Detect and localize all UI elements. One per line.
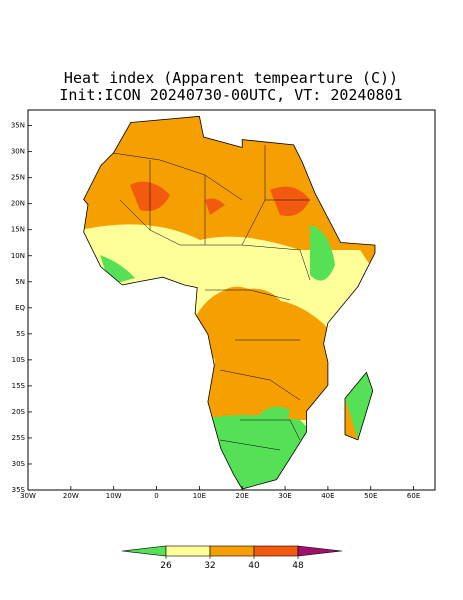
lon-tick-label: 60E <box>407 492 420 500</box>
lon-tick-label: 30E <box>278 492 291 500</box>
lat-tick-label: 30N <box>11 148 25 156</box>
lat-tick-label: 20N <box>11 200 25 208</box>
lat-tick-label: 15N <box>11 226 25 234</box>
lon-tick-label: 10W <box>106 492 122 500</box>
field-orange-congo <box>230 288 281 351</box>
borders <box>112 145 311 451</box>
colorbar-tick-label: 40 <box>248 561 260 571</box>
lon-tick-label: 0 <box>154 492 158 500</box>
subtitle: Init:ICON 20240730-00UTC, VT: 20240801 <box>59 86 402 104</box>
lat-tick-label: EQ <box>15 304 25 312</box>
colorbar-tick-label: 48 <box>292 561 304 571</box>
colorbar-segment <box>209 545 255 557</box>
colorbar-tick-label: 32 <box>204 561 215 571</box>
colorbar-tick-label: 26 <box>160 561 172 571</box>
map: 30W 20W 10W 0 10E 20E 30E 40E 50E 60E 35N 30N 25N 20N… <box>11 109 436 500</box>
lon-tick-label: 20W <box>63 492 79 500</box>
lat-tick-label: 5N <box>15 278 25 286</box>
lat-tick-label: 35N <box>11 122 25 130</box>
lat-tick-label: 25N <box>11 174 25 182</box>
lat-tick-label: 35S <box>12 486 26 494</box>
lat-tick-label: 30S <box>12 460 26 468</box>
lon-tick-label: 20E <box>236 492 249 500</box>
colorbar-segment <box>253 545 299 557</box>
lat-tick-label: 10N <box>11 252 25 260</box>
lon-tick-label: 10E <box>193 492 206 500</box>
lat-tick-label: 10S <box>12 356 26 364</box>
colorbar-segment <box>165 545 211 557</box>
lon-tick-label: 50E <box>364 492 377 500</box>
field-red <box>130 181 310 216</box>
lat-tick-label: 5S <box>16 330 25 338</box>
lon-tick-label: 30W <box>20 492 36 500</box>
lat-tick-label: 25S <box>12 434 26 442</box>
lat-tick-label: 15S <box>12 382 26 390</box>
colorbar-end <box>297 545 343 557</box>
colorbar-end <box>121 545 167 557</box>
lat-tick-label: 20S <box>12 408 26 416</box>
title: Heat index (Apparent tempearture (C)) <box>64 69 398 87</box>
map-frame <box>27 109 436 491</box>
colorbar: 26 32 40 48 <box>121 545 343 571</box>
lon-tick-label: 40E <box>321 492 334 500</box>
